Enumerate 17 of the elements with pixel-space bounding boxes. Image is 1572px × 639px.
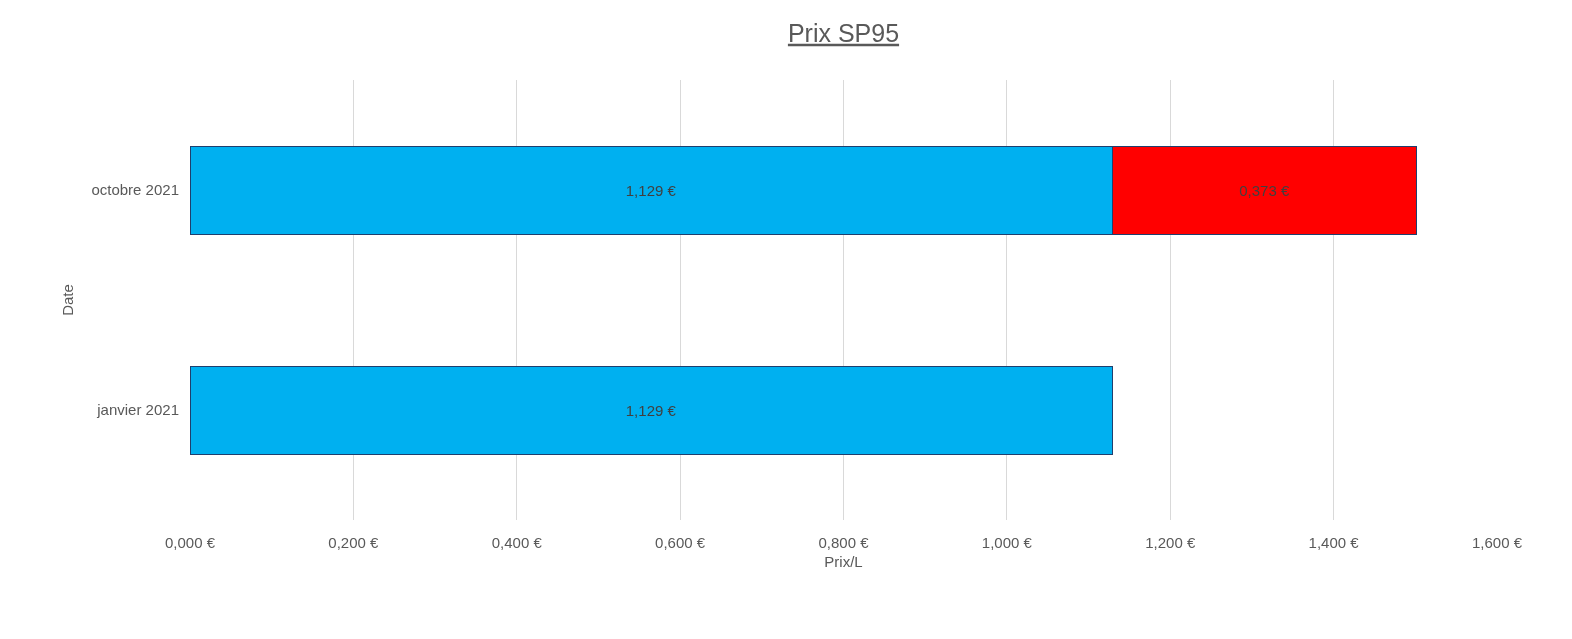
- chart-title: Prix SP95: [787, 18, 900, 47]
- x-tick-label: 1,000 €: [981, 534, 1033, 551]
- x-tick-label: 0,000 €: [164, 534, 216, 551]
- x-tick-label: 0,800 €: [818, 534, 870, 551]
- x-tick-label: 0,400 €: [491, 534, 543, 551]
- data-label: 1,129 €: [625, 401, 677, 419]
- x-tick-label: 0,600 €: [655, 534, 706, 551]
- y-axis-title: Date: [58, 284, 76, 316]
- x-tick-label: 0,200 €: [328, 534, 380, 551]
- x-tick-label: 1,600 €: [1471, 534, 1523, 551]
- y-tick-label: octobre 2021: [91, 181, 179, 199]
- x-tick-label: 1,400 €: [1308, 534, 1360, 551]
- x-tick-label: 1,200 €: [1145, 534, 1196, 551]
- data-label: 0,373 €: [1239, 181, 1290, 199]
- y-tick-label: janvier 2021: [96, 401, 179, 419]
- x-axis-title: Prix/L: [824, 553, 863, 570]
- data-label: 1,129 €: [625, 181, 677, 199]
